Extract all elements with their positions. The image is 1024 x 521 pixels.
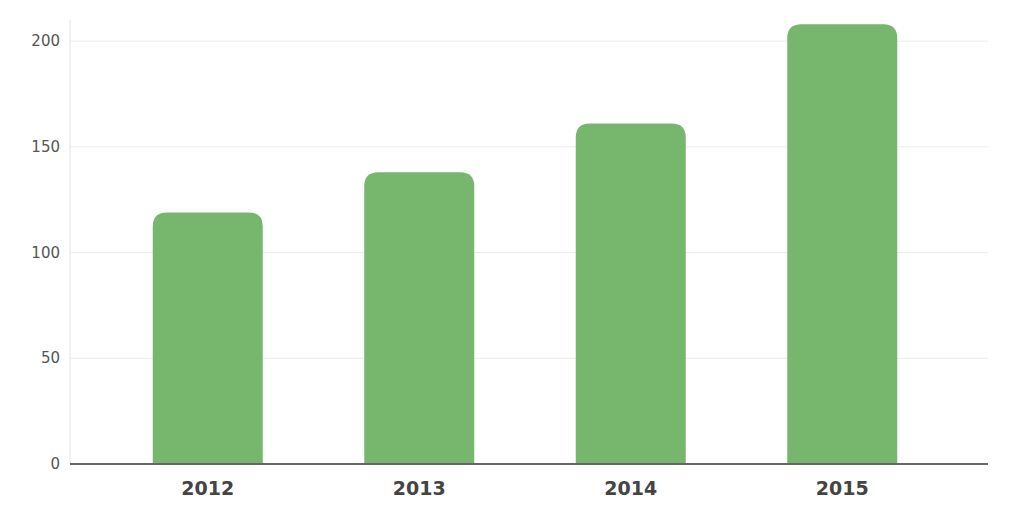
bar — [153, 212, 263, 464]
page: {"chart_data": {"type": "bar", "categori… — [0, 0, 1024, 521]
y-axis-line — [70, 20, 71, 464]
x-tick-label: 2014 — [604, 477, 657, 499]
x-tick-label: 2012 — [181, 477, 234, 499]
bar — [787, 24, 897, 464]
chart-container: 0 50 100 150 200 2012 2013 2014 2015 — [0, 0, 1024, 521]
y-tick-label: 150 — [31, 138, 60, 156]
bar — [576, 124, 686, 464]
bars — [153, 24, 898, 464]
chart-svg: 0 50 100 150 200 2012 2013 2014 2015 — [0, 0, 1024, 521]
x-tick-label: 2013 — [393, 477, 446, 499]
y-tick-label: 200 — [31, 32, 60, 50]
y-tick-label: 0 — [50, 455, 60, 473]
bar — [364, 172, 474, 464]
y-tick-label: 100 — [31, 244, 60, 262]
x-tick-label: 2015 — [816, 477, 869, 499]
grid-line — [70, 464, 988, 465]
x-axis-line — [70, 463, 988, 465]
y-tick-label: 50 — [41, 349, 60, 367]
